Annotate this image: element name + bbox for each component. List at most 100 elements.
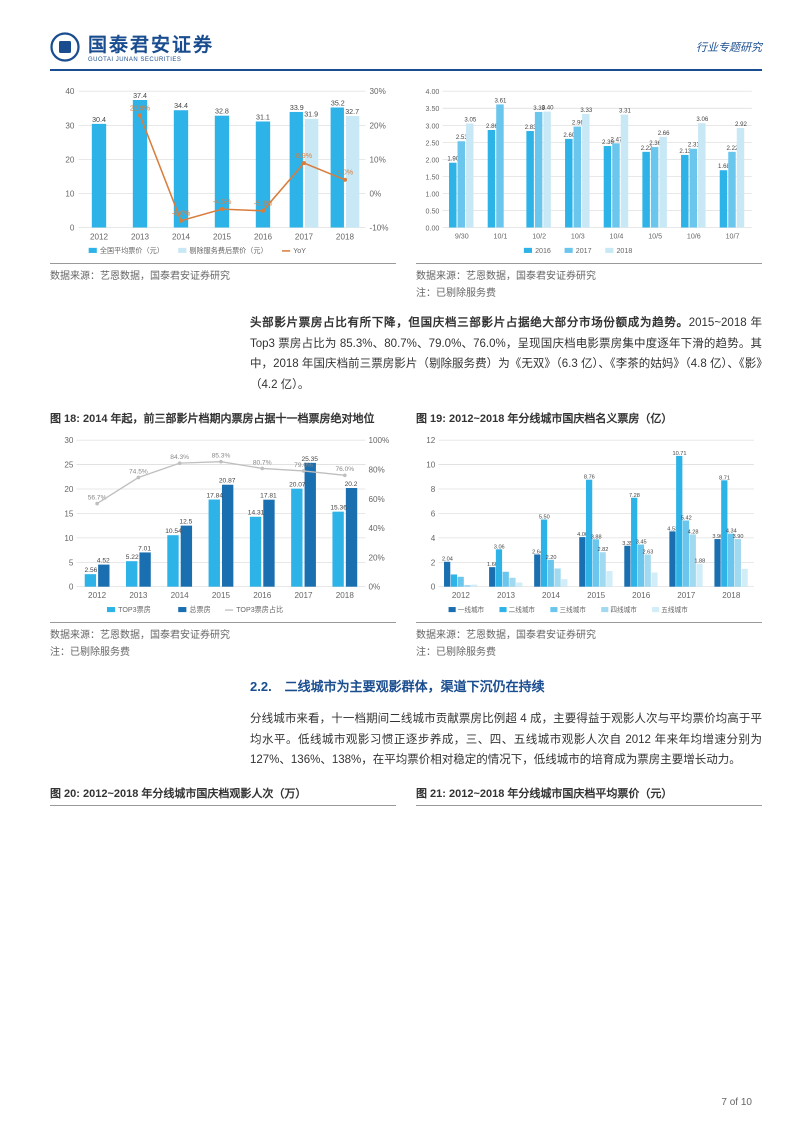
svg-text:74.5%: 74.5% [129, 468, 148, 475]
svg-text:2012: 2012 [452, 591, 471, 600]
svg-text:6: 6 [431, 509, 436, 518]
svg-text:3.33: 3.33 [580, 107, 592, 114]
svg-text:2014: 2014 [171, 591, 190, 600]
svg-text:40: 40 [65, 87, 75, 96]
svg-text:二线城市: 二线城市 [509, 605, 536, 614]
svg-text:20.2: 20.2 [345, 481, 358, 488]
svg-text:17.84: 17.84 [206, 492, 223, 499]
svg-text:5.22: 5.22 [126, 554, 139, 561]
chart-5-col: 图 20: 2012~2018 年分线城市国庆档观影人次（万） [50, 785, 396, 812]
svg-text:1.00: 1.00 [426, 190, 440, 198]
svg-text:2: 2 [431, 558, 436, 567]
svg-text:总票房: 总票房 [189, 605, 210, 614]
svg-text:2.50: 2.50 [426, 139, 440, 147]
chart-4-title: 图 19: 2012~2018 年分线城市国庆档名义票房（亿） [416, 410, 762, 426]
svg-text:32.8: 32.8 [215, 108, 229, 116]
svg-text:TOP3票房: TOP3票房 [118, 605, 151, 614]
chart-5-title: 图 20: 2012~2018 年分线城市国庆档观影人次（万） [50, 785, 396, 806]
svg-text:4.52: 4.52 [97, 557, 110, 564]
svg-text:0: 0 [70, 224, 75, 233]
svg-text:2.82: 2.82 [597, 547, 608, 553]
svg-text:剔除服务费后票价（元）: 剔除服务费后票价（元） [189, 246, 267, 255]
svg-text:2013: 2013 [497, 591, 516, 600]
chart-1-col: 010203040-10%0%10%20%30%30.4201237.42013… [50, 83, 396, 299]
svg-text:10: 10 [64, 534, 74, 543]
svg-text:3.61: 3.61 [495, 97, 507, 104]
svg-text:30: 30 [65, 121, 75, 130]
svg-text:8.71: 8.71 [719, 475, 730, 481]
svg-text:0.00: 0.00 [426, 225, 440, 233]
svg-text:2016: 2016 [632, 591, 651, 600]
svg-text:14.31: 14.31 [248, 509, 265, 516]
svg-text:40%: 40% [369, 524, 385, 533]
svg-text:37.4: 37.4 [133, 92, 147, 100]
svg-text:10/2: 10/2 [532, 233, 546, 241]
svg-text:0.50: 0.50 [426, 208, 440, 216]
svg-text:9/30: 9/30 [455, 233, 469, 241]
svg-text:2012: 2012 [88, 591, 107, 600]
svg-text:4: 4 [431, 534, 436, 543]
svg-text:TOP3票房占比: TOP3票房占比 [236, 605, 283, 614]
svg-text:5.50: 5.50 [539, 514, 550, 520]
svg-text:32.7: 32.7 [345, 108, 359, 116]
svg-text:10.54: 10.54 [165, 528, 182, 535]
svg-text:10/3: 10/3 [571, 233, 585, 241]
svg-text:7.28: 7.28 [629, 493, 640, 499]
svg-text:30.4: 30.4 [92, 116, 106, 124]
svg-text:2018: 2018 [336, 591, 355, 600]
svg-text:2016: 2016 [254, 233, 273, 242]
chart-6-title: 图 21: 2012~2018 年分线城市国庆档平均票价（元） [416, 785, 762, 806]
svg-text:2.63: 2.63 [643, 549, 654, 555]
svg-text:2018: 2018 [336, 233, 355, 242]
svg-text:10: 10 [65, 189, 75, 198]
svg-text:全国平均票价（元）: 全国平均票价（元） [100, 246, 164, 255]
svg-text:35.2: 35.2 [331, 99, 345, 107]
chart-2-source: 数据来源：艺恩数据，国泰君安证券研究 [416, 263, 762, 282]
page-number: 7 of 10 [721, 1097, 752, 1108]
svg-text:2015: 2015 [213, 233, 232, 242]
svg-text:30: 30 [64, 436, 74, 445]
svg-text:12.5: 12.5 [179, 518, 192, 525]
svg-text:3.88: 3.88 [591, 534, 602, 540]
svg-text:10/7: 10/7 [726, 233, 740, 241]
svg-text:8.9%: 8.9% [296, 152, 313, 160]
svg-text:2017: 2017 [294, 591, 313, 600]
svg-text:2.66: 2.66 [658, 130, 670, 137]
svg-text:10/4: 10/4 [610, 233, 624, 241]
svg-text:31.1: 31.1 [256, 113, 270, 121]
svg-text:10/1: 10/1 [494, 233, 508, 241]
svg-text:2.20: 2.20 [546, 555, 557, 561]
svg-text:15.36: 15.36 [330, 504, 347, 511]
chart-1-source: 数据来源：艺恩数据，国泰君安证券研究 [50, 263, 396, 282]
svg-text:3.00: 3.00 [426, 122, 440, 130]
svg-text:85.3%: 85.3% [212, 452, 231, 459]
svg-text:10/6: 10/6 [687, 233, 701, 241]
svg-text:0: 0 [69, 582, 74, 591]
paragraph-2: 分线城市来看，十一档期间二线城市贡献票房比例超 4 成，主要得益于观影人次与平均… [250, 709, 762, 771]
svg-text:20%: 20% [370, 121, 386, 130]
svg-text:33.9: 33.9 [290, 104, 304, 112]
svg-text:0%: 0% [370, 189, 382, 198]
svg-text:2014: 2014 [542, 591, 561, 600]
svg-text:2.56: 2.56 [84, 567, 97, 574]
svg-text:2017: 2017 [576, 247, 592, 255]
svg-text:4.00: 4.00 [426, 88, 440, 96]
chart-2-note: 注：已剔除服务费 [416, 284, 762, 299]
svg-text:20: 20 [65, 155, 75, 164]
svg-text:3.31: 3.31 [619, 108, 631, 115]
logo: 国泰君安证券 GUOTAI JUNAN SECURITIES [50, 30, 214, 63]
svg-text:2013: 2013 [131, 233, 150, 242]
header-topic: 行业专题研究 [696, 39, 762, 55]
svg-text:10%: 10% [370, 155, 386, 164]
svg-text:20%: 20% [369, 553, 385, 562]
svg-text:22.9%: 22.9% [130, 104, 151, 112]
svg-text:2012: 2012 [90, 233, 109, 242]
chart-4: 0246810122.0420121.603.0620132.645.502.2… [416, 432, 762, 615]
svg-text:2.92: 2.92 [735, 121, 747, 128]
svg-text:2018: 2018 [722, 591, 741, 600]
svg-text:3.05: 3.05 [464, 116, 476, 123]
svg-text:-4.6%: -4.6% [213, 198, 232, 206]
chart-4-source: 数据来源：艺恩数据，国泰君安证券研究 [416, 622, 762, 641]
svg-text:5.42: 5.42 [681, 515, 692, 521]
svg-text:31.9: 31.9 [304, 111, 318, 119]
